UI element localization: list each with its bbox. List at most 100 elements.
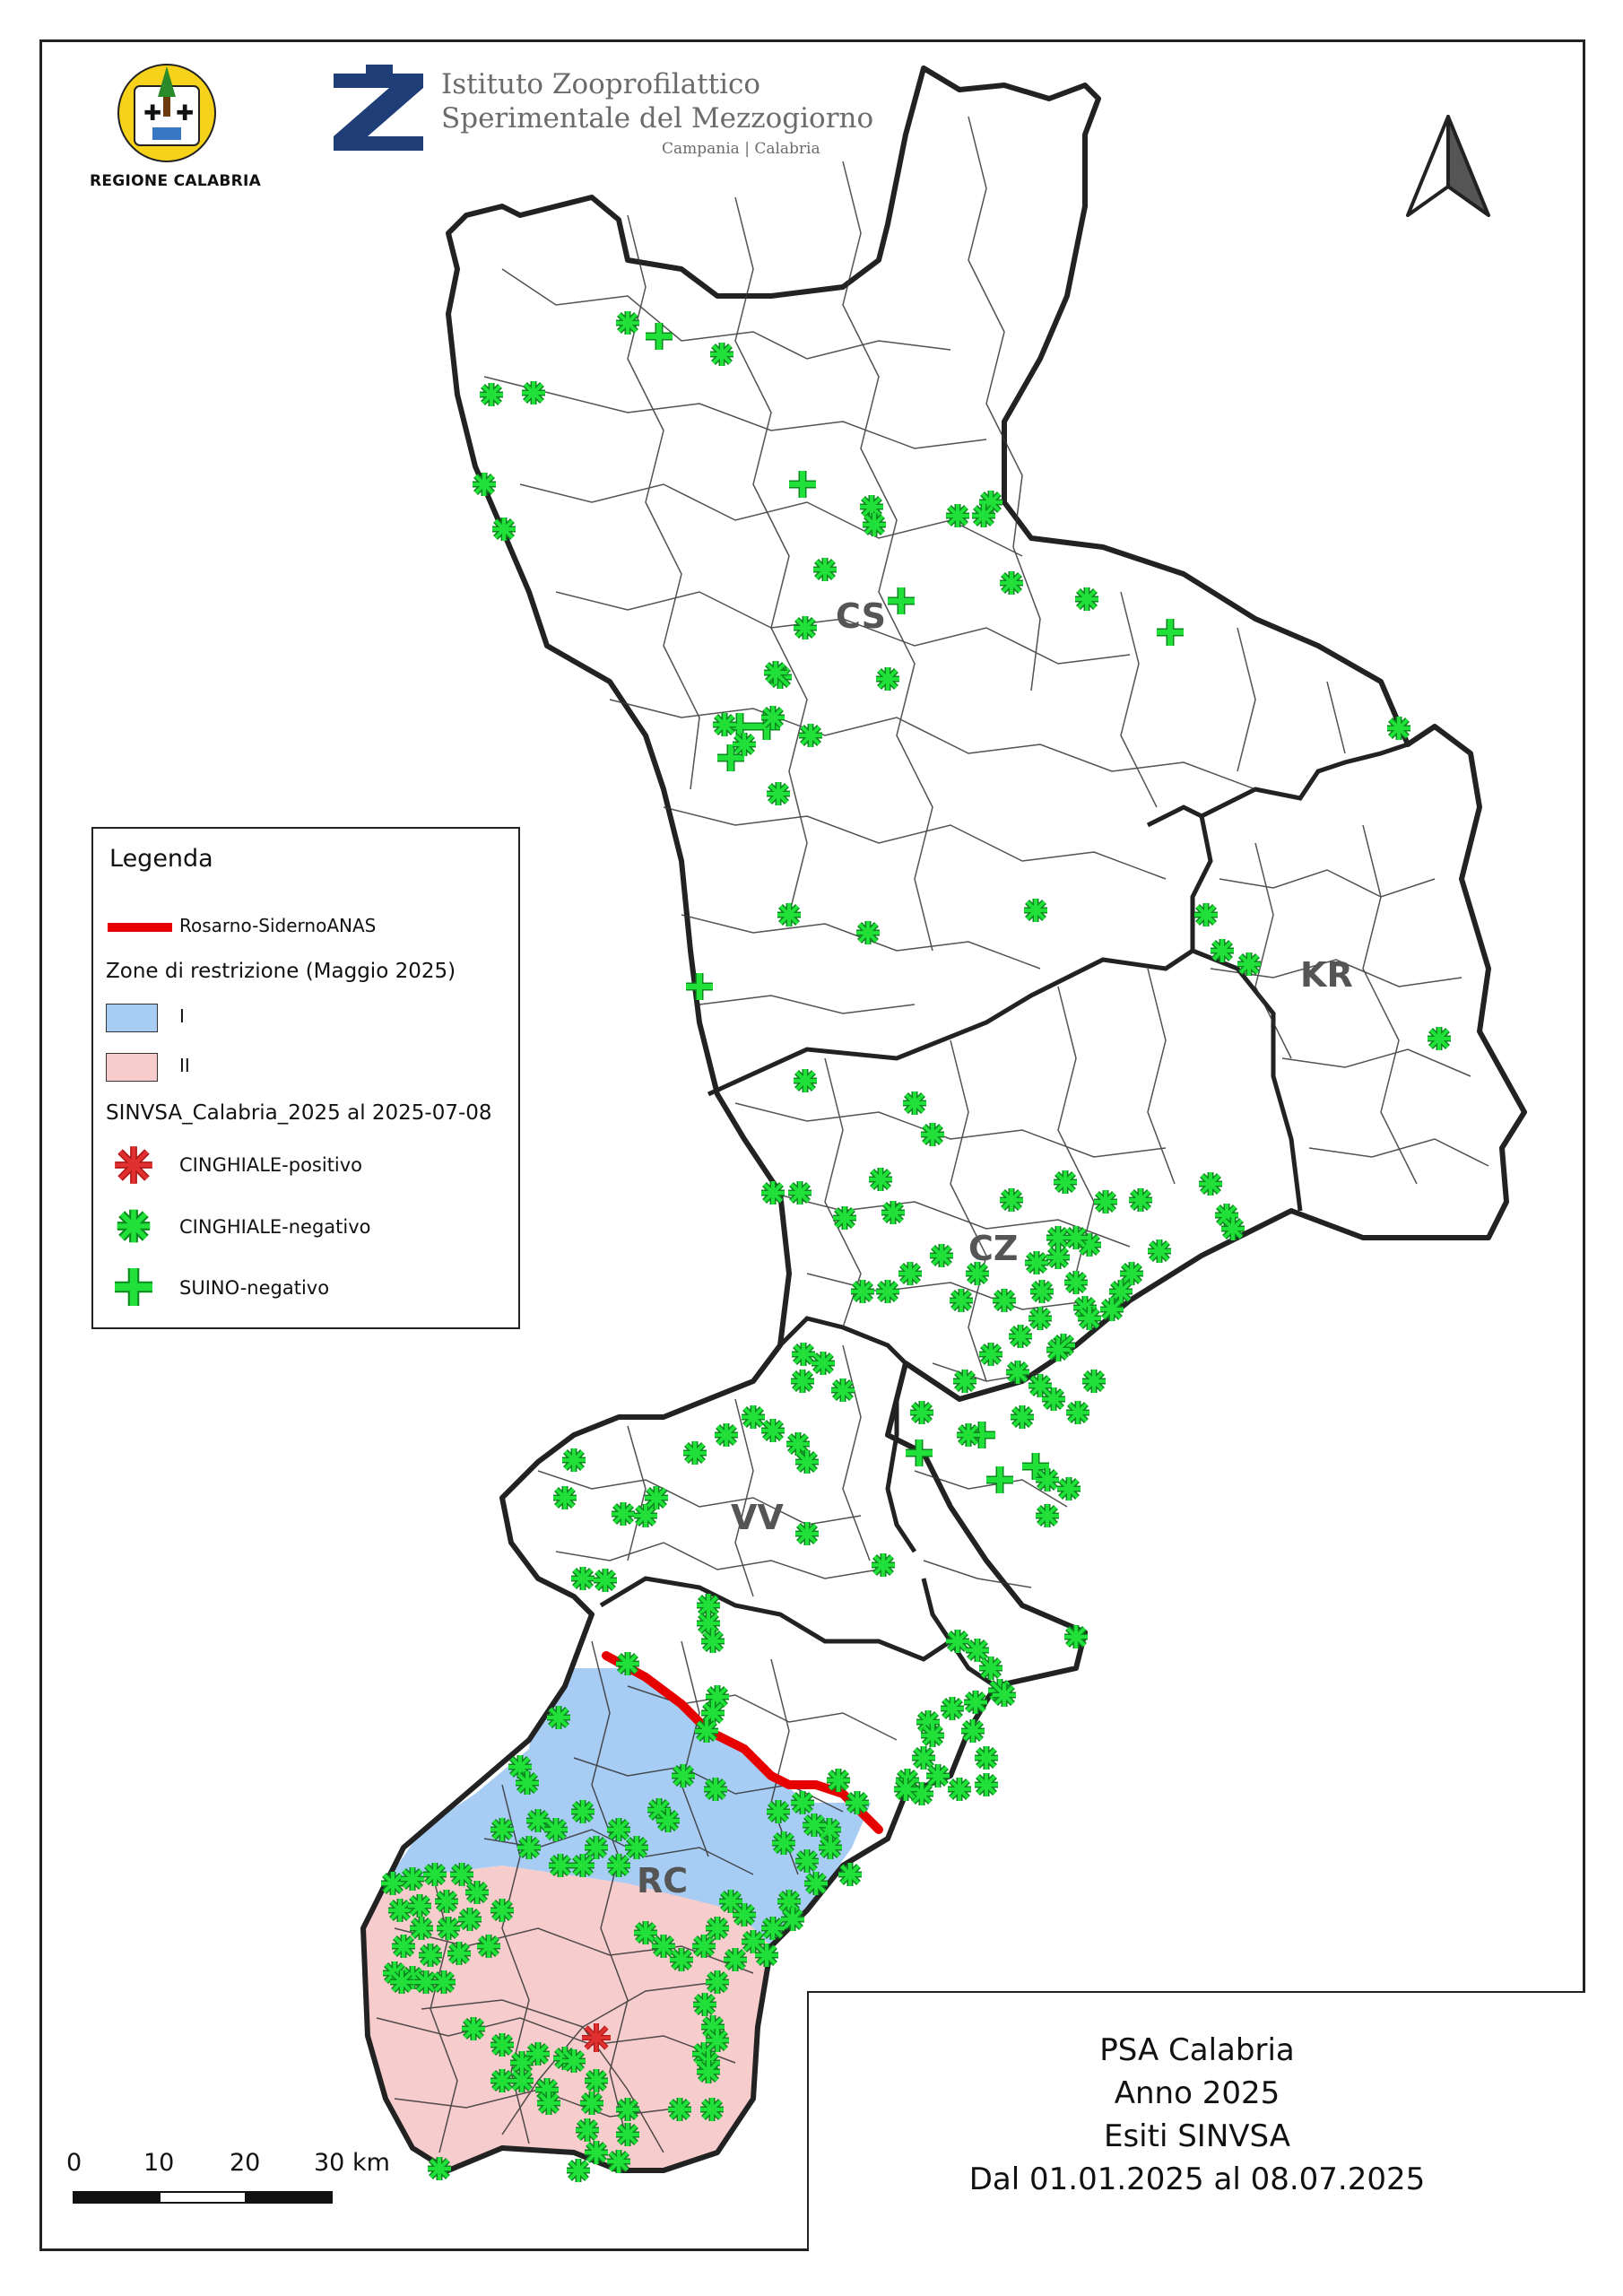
- cinghiale-negativo-marker: [480, 383, 503, 406]
- cinghiale-negativo-marker: [1064, 1271, 1088, 1294]
- cinghiale-positivo-marker: [582, 2023, 611, 2052]
- north-arrow-icon: [1406, 115, 1490, 217]
- cinghiale-negativo-marker: [1000, 1188, 1023, 1212]
- cinghiale-negativo-marker: [616, 311, 639, 335]
- road-symbol: [108, 923, 172, 932]
- cinghiale-negativo-marker: [926, 1764, 950, 1787]
- cinghiale-negativo-marker: [761, 1419, 785, 1442]
- cinghiale-negativo-marker: [715, 1423, 738, 1447]
- cinghiale-negativo-marker: [547, 1706, 570, 1729]
- cinghiale-negativo-marker: [1082, 1370, 1106, 1393]
- cinghiale-negativo-marker: [549, 1854, 572, 1877]
- cinghiale-negativo-marker: [941, 1697, 964, 1720]
- cinghiale-negativo-marker: [733, 733, 756, 756]
- cinghiale-negativo-marker: [571, 1854, 595, 1877]
- cinghiale-negativo-marker: [562, 2049, 586, 2073]
- izs-logo: [334, 65, 423, 151]
- cinghiale-negativo-marker: [390, 1970, 413, 1994]
- cinghiale-negativo-marker: [910, 1401, 933, 1424]
- cinghiale-negativo-marker: [953, 1370, 976, 1393]
- cinghiale-negativo-marker: [764, 661, 787, 684]
- cinghiale-negativo-marker: [585, 1836, 608, 1859]
- cinghiale-negativo-marker: [1030, 1280, 1054, 1303]
- cinghiale-negativo-marker: [803, 1813, 826, 1837]
- cinghiale-negativo-marker: [975, 1773, 998, 1796]
- cinghiale-negativo-marker: [1006, 1361, 1029, 1384]
- cinghiale-negativo-marker: [791, 1791, 814, 1814]
- cinghiale-negativo-marker: [961, 1719, 985, 1743]
- scale-label-30: 30 km: [314, 2149, 390, 2177]
- cinghiale-negativo-marker: [428, 2157, 451, 2180]
- cinghiale-negativo-marker: [553, 1486, 577, 1509]
- scale-label-0: 0: [66, 2149, 82, 2177]
- cinghiale-negativo-marker: [1009, 1325, 1032, 1348]
- zone-1-label: I: [179, 1005, 185, 1027]
- cinghiale-negativo-marker: [777, 1890, 801, 1913]
- cinghiale-negativo-marker: [670, 1948, 693, 1971]
- cinghiale-negativo-marker: [1064, 1625, 1088, 1648]
- cinghiale-negativo-marker: [683, 1441, 707, 1465]
- cinghiale-negativo-marker: [607, 2150, 630, 2173]
- suino-negativo-marker: [888, 587, 915, 614]
- cinghiale-negativo-marker: [851, 1280, 874, 1303]
- cinghiale-negativo-marker: [1064, 1226, 1088, 1249]
- cinghiale-negativo-marker: [516, 1771, 539, 1795]
- cinghiale-negativo-marker: [435, 1890, 458, 1913]
- cinghiale-negativo-marker: [713, 713, 736, 736]
- cinghiale-negativo-marker: [594, 1569, 617, 1592]
- cinghiale-negativo-marker: [706, 1970, 729, 1994]
- cinghiale-negativo-marker: [700, 2098, 724, 2121]
- suino-negativo-marker: [789, 471, 816, 498]
- cinghiale-negativo-marker: [724, 1948, 747, 1971]
- cinghiale-negativo-marker: [794, 1069, 817, 1092]
- pig-label: SUINO-negativo: [179, 1277, 330, 1299]
- cinghiale-negativo-marker: [656, 1809, 680, 1832]
- cinghiale-negativo-marker: [876, 1280, 899, 1303]
- cinghiale-negativo-marker: [869, 1168, 892, 1191]
- cinghiale-negativo-marker: [490, 1818, 514, 1841]
- cinghiale-negativo-marker: [437, 1917, 460, 1940]
- province-label-rc: RC: [637, 1861, 688, 1900]
- cinghiale-negativo-marker: [381, 1872, 404, 1895]
- cinghiale-negativo-marker: [408, 1894, 431, 1918]
- cinghiale-negativo-marker: [672, 1764, 695, 1787]
- cinghiale-negativo-marker: [804, 1872, 828, 1895]
- cinghiale-negativo-marker: [1387, 717, 1410, 740]
- cinghiale-negativo-marker: [710, 343, 733, 366]
- cinghiale-negativo-marker: [419, 1944, 442, 1967]
- cinghiale-negativo-marker: [795, 1522, 819, 1545]
- cinghiale-negativo-marker: [616, 2098, 639, 2121]
- cinghiale-negativo-marker: [872, 1553, 895, 1577]
- cinghiale-negativo-marker: [1024, 899, 1047, 922]
- cinghiale-negativo-marker: [812, 1352, 835, 1375]
- cinghiale-negativo-marker: [767, 782, 790, 805]
- institute-name-line2: Sperimentale del Mezzogiorno: [441, 102, 874, 135]
- scale-label-20: 20: [230, 2149, 261, 2177]
- cinghiale-negativo-marker: [755, 1944, 778, 1967]
- cinghiale-negativo-marker: [767, 1800, 790, 1823]
- zones-title: Zone di restrizione (Maggio 2025): [106, 960, 456, 983]
- cinghiale-negativo-marker: [625, 1836, 648, 1859]
- cinghiale-negativo-marker: [492, 517, 516, 541]
- cinghiale-negativo-marker: [975, 1746, 998, 1770]
- cinghiale-negativo-marker: [1194, 903, 1218, 926]
- cinghiale-negativo-marker: [1075, 587, 1098, 611]
- cinghiale-negativo-marker: [1042, 1387, 1065, 1411]
- cinghiale-negativo-marker: [930, 1244, 953, 1267]
- cinghiale-negativo-marker: [966, 1639, 989, 1662]
- suino-negativo-marker: [986, 1466, 1013, 1493]
- cinghiale-negativo-marker: [964, 1691, 987, 1714]
- zone-2-swatch: [106, 1053, 158, 1082]
- cinghiale-negativo-marker: [894, 1778, 917, 1801]
- cinghiale-negativo-marker: [761, 706, 785, 729]
- cinghiale-negativo-marker: [1011, 1405, 1034, 1429]
- cinghiale-negativo-marker: [794, 616, 817, 639]
- cinghiale-negativo-marker: [392, 1935, 415, 1958]
- cinghiale-negativo-marker: [1221, 1217, 1245, 1240]
- cinghiale-negativo-marker: [1054, 1170, 1077, 1194]
- cinghiale-negativo-marker: [898, 1262, 922, 1285]
- cinghiale-negativo-marker: [695, 1719, 718, 1743]
- cinghiale-negativo-marker: [948, 1778, 971, 1801]
- cinghiale-negativo-marker: [697, 1612, 720, 1635]
- cinghiale-negativo-marker: [580, 2092, 603, 2115]
